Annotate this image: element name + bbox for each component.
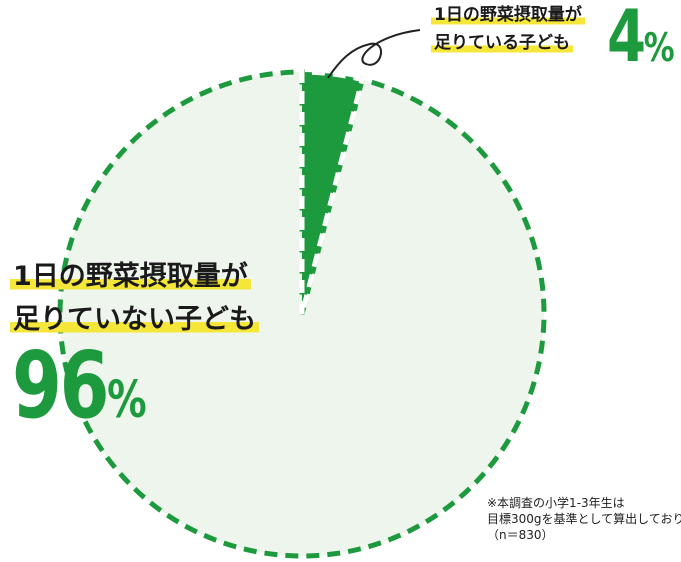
footnote: ※本調査の小学1-3年生は 目標300gを基準として算出しており （n＝830） [487, 495, 681, 544]
slice-not-enough-percent: 96% [12, 340, 147, 432]
footnote-line-1: ※本調査の小学1-3年生は [487, 496, 625, 510]
footnote-line-3: （n＝830） [487, 528, 554, 543]
pie-slice-enough-outline [299, 69, 366, 315]
slice-enough-label-line-1: 1日の野菜摂取量が [431, 5, 585, 26]
slice-not-enough-value: 96 [12, 332, 110, 439]
leader-line [327, 29, 421, 79]
slice-enough-value: 4 [607, 0, 646, 78]
slice-enough-percent: 4% [607, 0, 675, 72]
slice-not-enough-label-line-2: 足りていない子ども [10, 304, 259, 336]
slice-not-enough-label-line-1: 1日の野菜摂取量が [10, 261, 251, 293]
footnote-line-2: 目標300gを基準として算出しており [487, 512, 681, 527]
pie-slice-not-enough-outline [57, 69, 547, 559]
slice-enough-label-line-2: 足りている子ども [431, 33, 573, 54]
slice-enough-unit: % [643, 25, 675, 71]
slice-not-enough-unit: % [107, 370, 147, 429]
